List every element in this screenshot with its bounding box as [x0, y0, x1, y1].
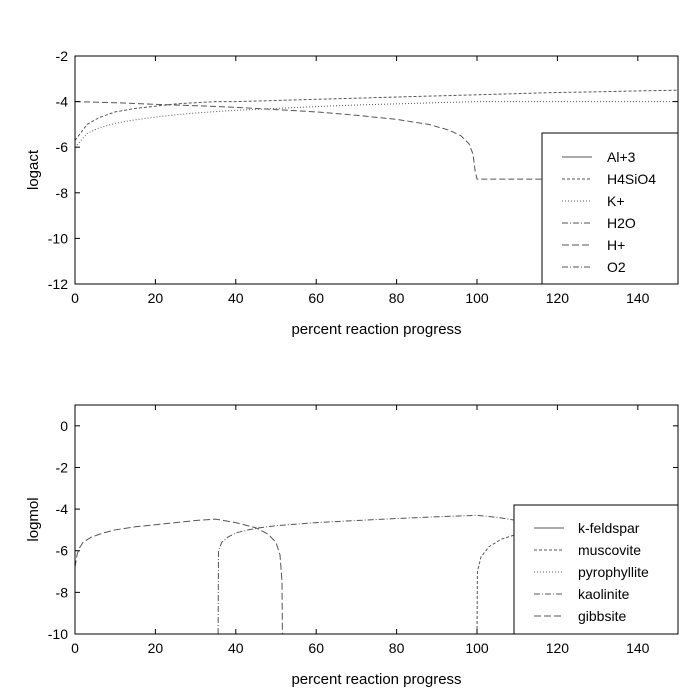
- x-tick-label: 60: [308, 290, 324, 306]
- legend-label: K+: [607, 193, 625, 209]
- x-tick-label: 60: [308, 640, 324, 656]
- x-tick-label: 120: [546, 290, 570, 306]
- y-tick-label: -10: [48, 626, 68, 642]
- legend-label: pyrophyllite: [578, 564, 649, 580]
- x-tick-label: 120: [546, 640, 570, 656]
- legend-label: k-feldspar: [578, 520, 640, 536]
- y-tick-label: -2: [56, 459, 69, 475]
- x-axis-label: percent reaction progress: [291, 671, 461, 688]
- x-axis-label: percent reaction progress: [291, 321, 461, 338]
- series-line-h4sio4: [74, 89, 679, 141]
- y-axis-label: logmol: [25, 497, 42, 541]
- legend-label: muscovite: [578, 542, 641, 558]
- legend-label: H2O: [607, 215, 636, 231]
- series-line-k-: [74, 101, 678, 148]
- y-tick-label: -12: [48, 276, 68, 292]
- legend-label: H4SiO4: [607, 171, 656, 187]
- legend: k-feldspar muscovite pyrophyllite kaolinite…: [513, 504, 679, 635]
- y-tick-label: -2: [56, 48, 69, 64]
- x-tick-label: 0: [71, 290, 79, 306]
- x-tick-label: 20: [148, 290, 164, 306]
- y-tick-label: -10: [48, 230, 68, 246]
- lower-chart: 0 20 40 60 80 100 120 140 -10 -8 -6 -4 -2 0 percent re…: [25, 404, 679, 688]
- legend-box: [513, 504, 679, 635]
- y-tick-label: -8: [56, 584, 69, 600]
- x-tick-label: 80: [389, 290, 405, 306]
- y-tick-label: -4: [56, 501, 69, 517]
- legend-label: Al+3: [607, 149, 636, 165]
- x-tick-label: 100: [465, 640, 489, 656]
- legend-label: gibbsite: [578, 608, 626, 624]
- series-line-gibbsite: [74, 518, 283, 635]
- legend-box: [541, 132, 679, 285]
- y-tick-label: -4: [56, 94, 69, 110]
- legend-label: H+: [607, 237, 625, 253]
- x-tick-label: 140: [626, 290, 650, 306]
- y-tick-label: -6: [56, 139, 69, 155]
- x-tick-label: 80: [389, 640, 405, 656]
- y-tick-label: 0: [60, 418, 68, 434]
- x-tick-label: 40: [228, 290, 244, 306]
- y-axis-label: logact: [25, 149, 42, 190]
- x-tick-label: 100: [465, 290, 489, 306]
- x-tick-label: 0: [71, 640, 79, 656]
- legend-label: O2: [607, 259, 626, 275]
- y-tick-label: -6: [56, 543, 69, 559]
- upper-chart: 0 20 40 60 80 100 120 140 -12 -10 -8 -6 -4 -2 percent …: [25, 48, 679, 338]
- legend-label: kaolinite: [578, 586, 630, 602]
- y-tick-label: -8: [56, 185, 69, 201]
- legend: Al+3 H4SiO4 K+ H2O H+ O2: [541, 132, 679, 285]
- x-tick-label: 40: [228, 640, 244, 656]
- x-tick-label: 140: [626, 640, 650, 656]
- x-tick-label: 20: [148, 640, 164, 656]
- series-line-kaolinite: [217, 514, 558, 635]
